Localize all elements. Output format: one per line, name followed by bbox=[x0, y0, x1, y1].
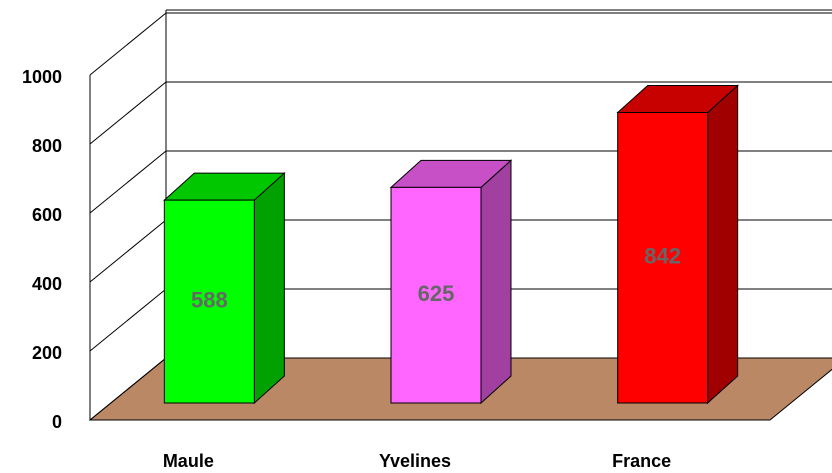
value-label: 625 bbox=[418, 281, 455, 306]
bar bbox=[617, 112, 709, 404]
y-tick-label: 600 bbox=[32, 205, 62, 225]
grid-line bbox=[89, 219, 167, 283]
bar-side bbox=[707, 84, 739, 405]
y-tick-label: 0 bbox=[52, 412, 62, 432]
grid-line bbox=[89, 288, 167, 352]
value-label: 842 bbox=[644, 244, 681, 269]
y-tick-label: 1000 bbox=[22, 67, 62, 87]
grid-line bbox=[89, 12, 167, 76]
value-label: 588 bbox=[191, 287, 228, 312]
x-tick-label: Yvelines bbox=[379, 451, 451, 471]
grid-line bbox=[89, 357, 167, 421]
grid-line bbox=[89, 150, 167, 214]
bar-side bbox=[480, 159, 512, 405]
grid-line bbox=[89, 81, 167, 145]
bar bbox=[163, 199, 255, 404]
y-tick-label: 800 bbox=[32, 136, 62, 156]
bar-side bbox=[253, 172, 285, 405]
y-tick-label: 400 bbox=[32, 274, 62, 294]
x-tick-label: Maule bbox=[163, 451, 214, 471]
bar bbox=[390, 186, 482, 404]
x-tick-label: France bbox=[612, 451, 671, 471]
y-tick-label: 200 bbox=[32, 343, 62, 363]
